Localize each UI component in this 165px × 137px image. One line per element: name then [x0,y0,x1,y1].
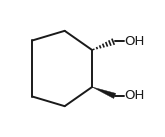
Polygon shape [92,87,116,99]
Text: OH: OH [124,35,145,48]
Text: OH: OH [124,89,145,102]
